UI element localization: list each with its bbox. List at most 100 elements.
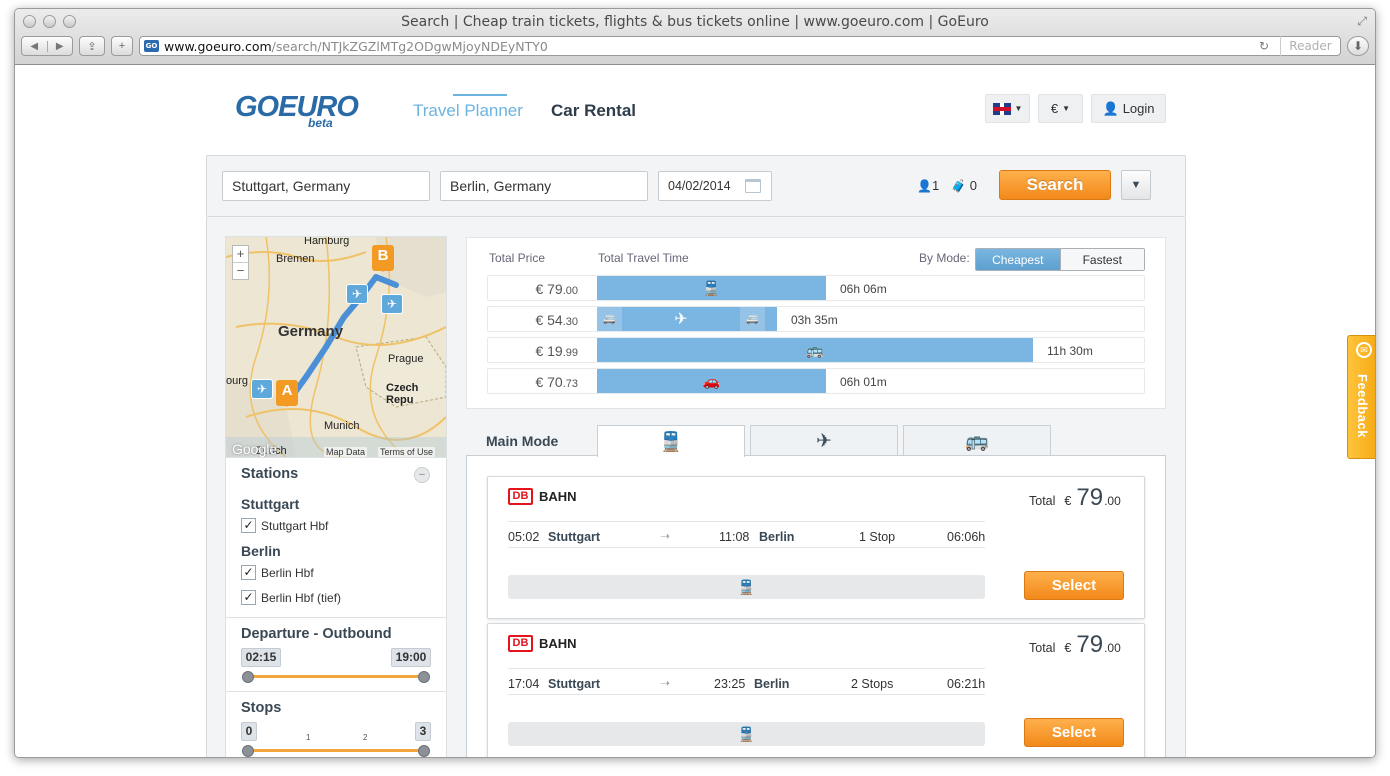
share-button[interactable]: ⇪: [79, 36, 105, 56]
nav-car-rental[interactable]: Car Rental: [551, 101, 637, 120]
reader-button[interactable]: Reader: [1280, 36, 1340, 56]
back-icon[interactable]: ◀: [22, 40, 48, 52]
map-label: Zurich: [256, 445, 287, 457]
stops-max-handle[interactable]: [418, 745, 430, 757]
select-button[interactable]: Select: [1024, 718, 1124, 747]
collapse-icon[interactable]: –: [414, 467, 430, 483]
passengers-selector[interactable]: 👤1 🧳 0: [917, 178, 977, 193]
main-mode-label: Main Mode: [486, 433, 559, 449]
sort-cheapest-button[interactable]: Cheapest: [976, 249, 1060, 270]
forward-icon[interactable]: ▶: [55, 40, 64, 52]
share-icon: ⇪: [87, 40, 97, 53]
result-card[interactable]: DB BAHN Total € 79.00 05:02 Stuttgart ➝ …: [487, 476, 1145, 619]
stops-min-handle[interactable]: [242, 745, 254, 757]
departure-title: Departure - Outbound: [241, 626, 392, 642]
minimize-window-button[interactable]: [43, 15, 56, 28]
stops-title: Stops: [241, 700, 282, 716]
airport-marker-icon[interactable]: ✈: [381, 294, 403, 314]
close-window-button[interactable]: [23, 15, 36, 28]
user-icon: 👤: [1102, 100, 1119, 116]
journey-segment-bar[interactable]: 🚆: [508, 722, 985, 746]
zoom-in-icon[interactable]: +: [236, 246, 245, 261]
db-logo: DB: [508, 488, 533, 505]
summary-row-car[interactable]: € 70.73 🚗 06h 01m: [487, 368, 1145, 394]
checkmark-icon[interactable]: ✓: [241, 565, 256, 580]
station-checkbox[interactable]: ✓ Berlin Hbf (tief): [241, 590, 341, 605]
map-label: Hamburg: [304, 237, 350, 247]
summary-row-flight[interactable]: € 54.30 🚐 ✈ 🚐 03h 35m: [487, 306, 1145, 332]
map-zoom-controls[interactable]: + −: [232, 245, 249, 280]
zoom-out-icon[interactable]: −: [233, 262, 248, 279]
summary-time: 06h 01m: [840, 375, 887, 389]
departure-section: Departure - Outbound 02:15 19:00: [226, 617, 446, 691]
checkmark-icon[interactable]: ✓: [241, 590, 256, 605]
fullscreen-icon[interactable]: ⤢: [1357, 14, 1367, 28]
downloads-button[interactable]: ⬇: [1347, 36, 1369, 56]
departure-min-handle[interactable]: [242, 671, 254, 683]
reload-icon[interactable]: ↻: [1258, 39, 1269, 53]
tab-flight[interactable]: ✈: [750, 425, 898, 456]
airport-marker-icon[interactable]: ✈: [251, 379, 273, 399]
stops-slider-track[interactable]: [247, 749, 423, 752]
chevron-down-icon: ▼: [1014, 104, 1023, 113]
zoom-window-button[interactable]: [63, 15, 76, 28]
date-input[interactable]: 04/02/2014: [658, 171, 772, 201]
plane-icon: ✈: [816, 430, 832, 452]
chevron-down-icon: ▼: [1062, 104, 1071, 113]
summary-row-bus[interactable]: € 19.99 🚌 11h 30m: [487, 337, 1145, 363]
map-label: Munich: [324, 420, 360, 432]
window-controls: [23, 15, 76, 28]
departure-slider-track[interactable]: [247, 675, 423, 678]
login-button[interactable]: 👤 Login: [1091, 94, 1166, 123]
checkmark-icon[interactable]: ✓: [241, 518, 256, 533]
duration: 06:21h: [947, 677, 986, 691]
train-icon: 🚆: [737, 725, 756, 742]
departure-time: 17:04: [508, 677, 540, 691]
new-tab-button[interactable]: +: [111, 36, 133, 56]
summary-bar: 🚗: [597, 369, 826, 393]
destination-input[interactable]: Berlin, Germany: [440, 171, 648, 201]
more-options-button[interactable]: ▼: [1121, 170, 1151, 200]
nav-travel-planner[interactable]: Travel Planner: [413, 101, 523, 120]
train-icon: 🚆: [737, 578, 756, 595]
card-total: Total € 79.00: [1029, 484, 1121, 511]
calendar-icon[interactable]: [745, 179, 761, 193]
origin-pin-icon[interactable]: A: [276, 380, 298, 407]
departure-max-handle[interactable]: [418, 671, 430, 683]
tab-train[interactable]: 🚆: [597, 425, 745, 457]
filters-sidebar: + − Hamburg Bremen Germany Prague Czech …: [225, 236, 447, 757]
summary-time: 03h 35m: [791, 313, 838, 327]
search-button[interactable]: Search: [999, 170, 1111, 200]
map-label: Germany: [278, 323, 344, 340]
bus-icon: 🚌: [806, 341, 824, 358]
goeuro-logo[interactable]: GOEURO: [235, 91, 359, 123]
route-map[interactable]: + − Hamburg Bremen Germany Prague Czech …: [226, 237, 446, 457]
destination-city: Berlin: [241, 543, 281, 559]
currency-dropdown[interactable]: € ▼: [1038, 94, 1083, 123]
summary-row-train[interactable]: € 79.00 🚆 06h 06m: [487, 275, 1145, 301]
sort-fastest-button[interactable]: Fastest: [1059, 249, 1144, 270]
back-forward-buttons[interactable]: ◀ ▶: [21, 36, 73, 56]
stops-count: 1 Stop: [859, 530, 896, 544]
map-data-link[interactable]: Map Data: [324, 447, 368, 457]
arrival-station: Berlin: [759, 530, 795, 544]
station-checkbox[interactable]: ✓ Stuttgart Hbf: [241, 518, 328, 533]
address-bar[interactable]: GO www.goeuro.com /search/NTJkZGZlMTg2OD…: [139, 36, 1341, 56]
divider: [508, 694, 985, 695]
station-checkbox[interactable]: ✓ Berlin Hbf: [241, 565, 314, 580]
select-button[interactable]: Select: [1024, 571, 1124, 600]
stops-tick: 1: [306, 733, 311, 742]
origin-input[interactable]: Stuttgart, Germany: [222, 171, 430, 201]
language-dropdown[interactable]: ▼: [985, 94, 1030, 123]
destination-pin-icon[interactable]: B: [372, 245, 394, 272]
terms-link[interactable]: Terms of Use: [378, 447, 436, 457]
result-card[interactable]: DB BAHN Total € 79.00 17:04 Stuttgart ➝ …: [487, 623, 1145, 757]
station-label: Berlin Hbf: [261, 565, 314, 580]
tab-bus[interactable]: 🚌: [903, 425, 1051, 456]
summary-price: € 70.73: [535, 374, 578, 390]
airport-marker-icon[interactable]: ✈: [346, 284, 368, 304]
journey-segment-bar[interactable]: 🚆: [508, 575, 985, 599]
feedback-tab[interactable]: ✉ Feedback: [1347, 335, 1375, 459]
map-label: Bremen: [276, 253, 315, 265]
browser-toolbar: ◀ ▶ ⇪ + GO www.goeuro.com /search/NTJkZG…: [21, 35, 1369, 57]
